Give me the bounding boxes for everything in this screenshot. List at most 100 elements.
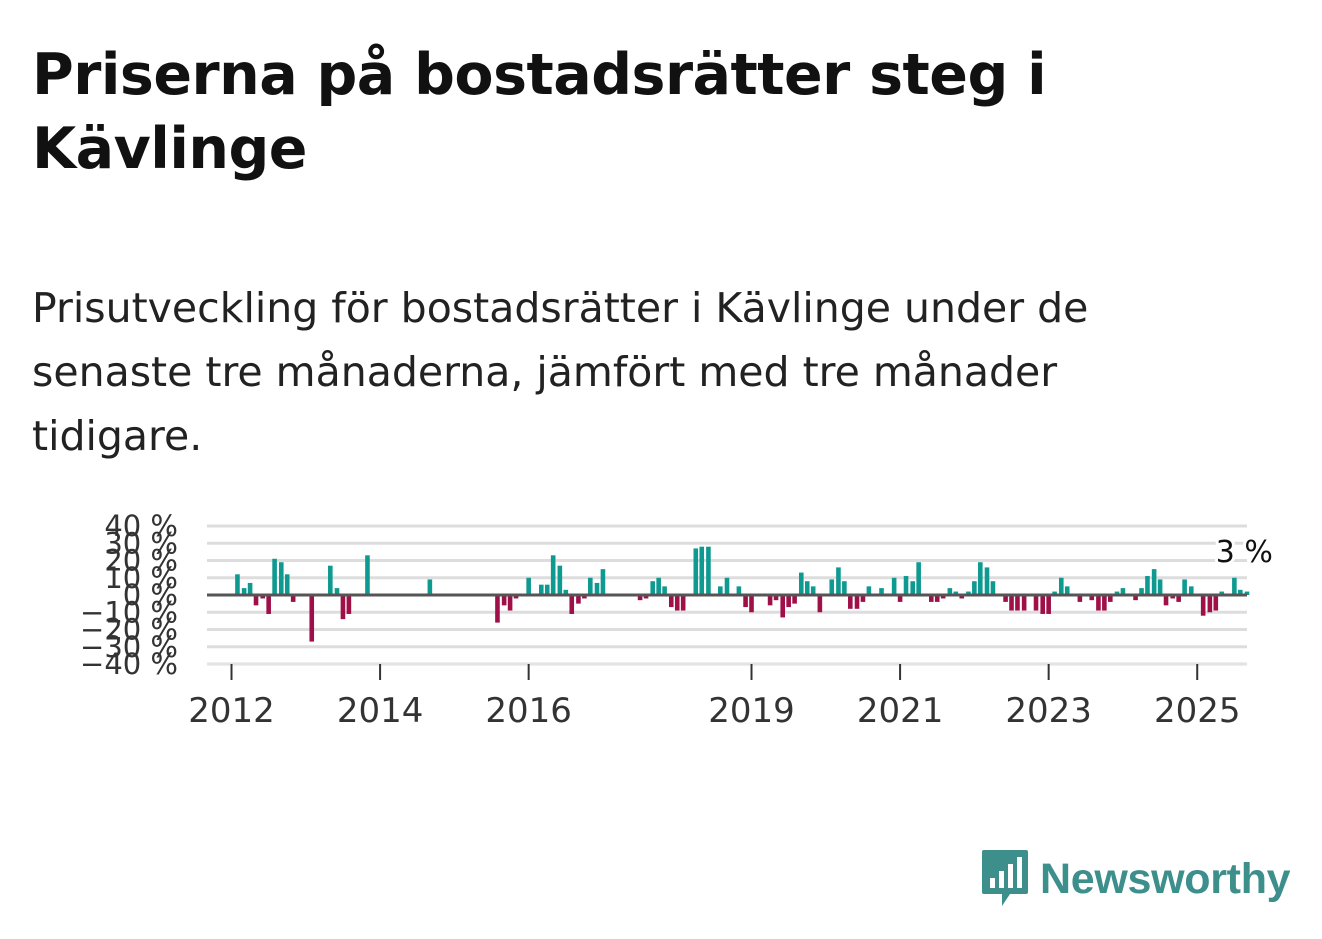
bar: [1145, 576, 1150, 595]
bar: [1176, 595, 1181, 602]
bar: [1046, 595, 1051, 614]
x-tick-label: 2016: [485, 691, 572, 731]
bar: [1040, 595, 1046, 614]
bar: [848, 595, 853, 609]
bar: [643, 595, 649, 599]
bar: [526, 577, 531, 595]
bar: [879, 588, 884, 595]
bar: [507, 595, 513, 611]
bar: [1213, 595, 1219, 611]
bar: [501, 595, 507, 606]
bar: [972, 581, 977, 595]
y-tick-label: 20 %: [104, 544, 178, 578]
bar: [966, 591, 971, 595]
bar-chart: 40 %30 %20 %10 %0 %−10 %−20 %−30 %−40 % …: [80, 509, 1276, 731]
bar: [346, 595, 352, 614]
bar: [910, 581, 916, 595]
bar: [235, 574, 240, 595]
x-tick-label: 2014: [337, 691, 424, 731]
bar: [266, 595, 271, 614]
bar: [637, 595, 643, 601]
bar: [1244, 591, 1250, 595]
bar: [260, 595, 266, 599]
bar: [817, 595, 823, 613]
bar: [1151, 569, 1157, 595]
bars: [235, 546, 1250, 642]
bar: [309, 595, 315, 642]
x-tick-label: 2019: [708, 691, 795, 731]
bar: [693, 548, 699, 595]
bar: [1108, 595, 1113, 602]
bar: [674, 595, 680, 611]
bar: [903, 576, 909, 595]
x-tick-label: 2021: [857, 691, 944, 731]
bar: [854, 595, 860, 609]
y-tick-label: −20 %: [80, 613, 178, 647]
x-tick-label: 2012: [188, 691, 275, 731]
bar: [1052, 591, 1057, 595]
bar: [706, 546, 711, 595]
bar: [668, 595, 674, 608]
bar: [1219, 591, 1225, 595]
bar: [594, 582, 600, 595]
bar: [284, 574, 290, 595]
y-tick-label: −40 %: [80, 647, 178, 681]
bar: [1238, 589, 1243, 595]
bar: [897, 595, 903, 602]
bar: [1058, 577, 1064, 595]
bar: [253, 595, 259, 606]
bar: [953, 591, 959, 595]
brand-name: Newsworthy: [1040, 854, 1291, 903]
bar: [1102, 595, 1107, 611]
bar: [743, 595, 748, 608]
bar: [1064, 586, 1070, 595]
bar: [928, 595, 934, 602]
bar: [600, 569, 606, 595]
bar: [513, 595, 519, 599]
bar: [959, 595, 965, 599]
bar: [891, 577, 897, 595]
bar: [1200, 595, 1206, 616]
bar: [1120, 588, 1126, 595]
bar: [1207, 595, 1213, 613]
bar: [328, 565, 333, 595]
bar: [699, 546, 705, 595]
data-label-latest: 3 %: [1216, 535, 1273, 570]
bar: [538, 584, 544, 595]
bar: [1096, 595, 1101, 611]
chart-title: Priserna på bostadsrätter steg i Kävling…: [32, 42, 1047, 182]
bar: [241, 588, 247, 595]
bar: [1077, 595, 1083, 602]
bar: [804, 581, 810, 595]
bar: [786, 595, 791, 608]
bar: [842, 581, 847, 595]
bar: [860, 595, 866, 602]
bar: [1021, 595, 1027, 611]
x-axis: 2012 2014 2016 2019 2021 2023 2025: [188, 663, 1247, 731]
y-tick-label: 0 %: [123, 578, 178, 612]
bar: [1170, 595, 1176, 599]
bar: [724, 577, 730, 595]
bar: [427, 579, 433, 595]
gridlines: [207, 524, 1247, 666]
y-tick-label: −10 %: [80, 595, 178, 629]
newsworthy-logo-icon: [982, 850, 1028, 906]
bar: [557, 565, 563, 595]
bar: [1033, 595, 1039, 611]
y-tick-label: 10 %: [104, 561, 178, 595]
bar: [1015, 595, 1020, 611]
bar: [792, 595, 797, 604]
newsworthy-logo: Newsworthy: [980, 848, 1291, 910]
bar: [588, 577, 593, 595]
bar: [495, 595, 500, 623]
x-tick-label: 2025: [1154, 691, 1241, 731]
x-tick-label: 2023: [1005, 691, 1092, 731]
bar: [1157, 579, 1163, 595]
bar: [736, 586, 742, 595]
bar: [749, 595, 754, 613]
bar: [767, 595, 773, 606]
bar: [1163, 595, 1169, 606]
bar: [650, 581, 656, 595]
bar: [773, 595, 779, 601]
bar: [550, 555, 556, 595]
